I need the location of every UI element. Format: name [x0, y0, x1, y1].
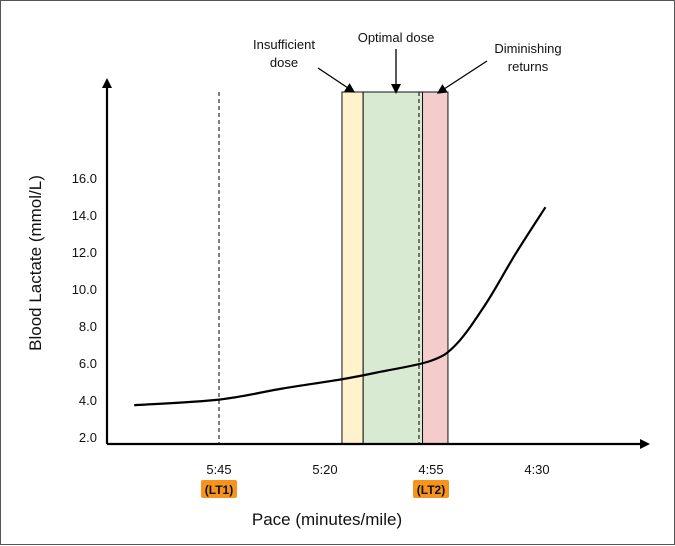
threshold-lines-layer	[218, 92, 420, 444]
zone-annotation-text: returns	[508, 59, 549, 74]
zone-annotation-2: Optimal dose	[358, 30, 435, 94]
x-tick-label: 5:45	[206, 462, 231, 477]
zone-rect-3	[422, 91, 449, 445]
zone-annotation-arrow	[317, 67, 356, 93]
zone-rect-1	[341, 91, 364, 445]
x-tick-label: 5:20	[312, 462, 337, 477]
threshold-badges: (LT1) (LT2)	[201, 480, 449, 498]
zones-layer	[341, 91, 449, 445]
x-axis-title: Pace (minutes/mile)	[252, 510, 402, 529]
threshold-badge-2: (LT2)	[413, 480, 449, 498]
y-tick-label: 2.0	[79, 430, 97, 445]
zone-annotation-arrow	[436, 60, 488, 94]
zone-annotation-text: dose	[270, 55, 298, 70]
y-tick-label: 8.0	[79, 319, 97, 334]
zone-annotation-text: Optimal dose	[358, 30, 435, 45]
y-tick-labels: 2.0 4.0 6.0 8.0 10.0 12.0 14.0 16.0	[72, 171, 97, 445]
lactate-curve	[134, 206, 547, 407]
y-tick-label: 4.0	[79, 393, 97, 408]
zone-annotation-text: Diminishing	[494, 41, 561, 56]
y-tick-label: 16.0	[72, 171, 97, 186]
zone-annotation-3: Diminishing returns	[436, 41, 562, 94]
x-tick-label: 4:55	[418, 462, 443, 477]
zone-annotation-text: Insufficient	[253, 37, 315, 52]
y-tick-label: 6.0	[79, 356, 97, 371]
zone-rect-2	[362, 91, 424, 445]
y-tick-label: 10.0	[72, 282, 97, 297]
zone-annotations: Insufficient dose Optimal dose Diminishing r…	[253, 30, 562, 94]
zone-annotation-1: Insufficient dose	[253, 37, 356, 93]
threshold-badge-1: (LT1)	[201, 480, 237, 498]
badge-label: (LT1)	[205, 483, 233, 497]
x-tick-label: 4:30	[524, 462, 549, 477]
y-tick-label: 14.0	[72, 208, 97, 223]
badge-background	[201, 480, 237, 498]
badge-label: (LT2)	[417, 483, 445, 497]
y-tick-label: 12.0	[72, 245, 97, 260]
x-tick-labels: 5:45 5:20 4:55 4:30	[206, 462, 549, 477]
badge-background	[413, 480, 449, 498]
y-axis-title: Blood Lactate (mmol/L)	[26, 175, 45, 351]
